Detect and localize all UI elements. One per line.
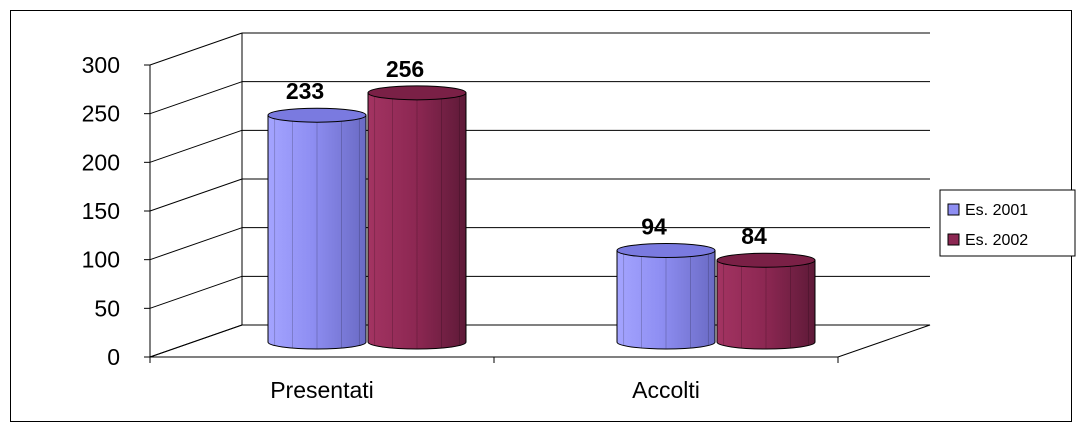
bar-top [367,85,467,101]
bar-es-2001-presentati [267,107,367,350]
data-label: 84 [741,223,767,249]
gridline-side [149,32,243,66]
gridline-side [149,81,243,115]
bars [267,85,816,350]
data-label: 94 [641,214,667,240]
y-tick-label: 0 [107,344,120,370]
y-tick-label: 150 [82,198,120,224]
y-tick-label: 300 [82,52,120,78]
data-label: 233 [286,78,324,104]
y-tick-label: 100 [82,247,120,273]
bar-es-2001-accolti [616,243,716,350]
bar-es-2002-presentati [367,85,467,350]
bar-top [267,107,367,123]
gridline-side [149,275,243,309]
y-tick-label: 50 [94,295,120,321]
legend: Es. 2001 Es. 2002 [939,189,1076,257]
x-category-label: Presentati [270,377,374,403]
bar-body [367,92,467,350]
y-tick-label: 200 [82,149,120,175]
axes [144,33,931,363]
floor [149,324,931,358]
labels: 0 50 100 150 200 250 300 Presentati Accolti 233 94… [82,52,767,403]
legend-entry: Es. 2002 [965,232,1028,249]
legend-swatch [947,203,960,216]
legend-swatch [947,233,960,246]
gridline-side [149,129,243,163]
y-tick-label: 250 [82,101,120,127]
gridline-side [149,178,243,212]
bar-body [716,259,816,350]
bar-body [267,114,367,350]
x-category-label: Accolti [632,377,700,403]
chart-frame [10,10,1072,422]
bar-body [616,250,716,350]
bar-top [616,243,716,259]
data-label: 256 [386,56,424,82]
bar-top [716,252,816,268]
gridline-side [149,227,243,261]
legend-entry: Es. 2001 [965,202,1028,219]
legend-box [939,189,1076,257]
bar-es-2002-accolti [716,252,816,350]
